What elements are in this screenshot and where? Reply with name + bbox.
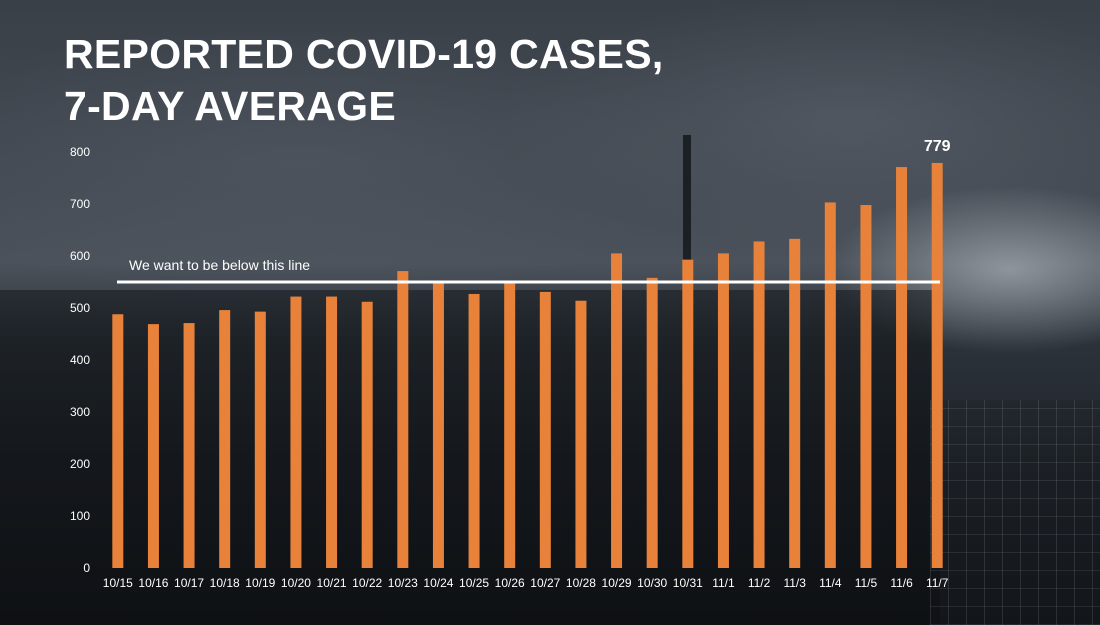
background-fence (930, 400, 1100, 625)
bar (575, 300, 587, 568)
y-tick-label: 600 (70, 249, 90, 263)
y-tick-label: 700 (70, 197, 90, 211)
x-tick-label: 10/28 (566, 576, 596, 590)
bar (539, 291, 551, 568)
bar (860, 205, 872, 569)
x-tick-label: 10/20 (281, 576, 311, 590)
chart-title: REPORTED COVID-19 CASES, 7-DAY AVERAGE (64, 28, 664, 132)
chart-title-line-1: REPORTED COVID-19 CASES, (64, 31, 664, 77)
bar (504, 282, 516, 568)
bar (824, 202, 836, 568)
x-tick-label: 11/4 (819, 576, 842, 590)
x-tick-label: 10/23 (388, 576, 418, 590)
x-tick-label: 10/24 (423, 576, 453, 590)
bar (361, 301, 373, 568)
bar (896, 167, 908, 568)
bar (611, 253, 623, 568)
x-tick-label: 10/31 (673, 576, 703, 590)
x-tick-label: 10/21 (317, 576, 347, 590)
x-tick-label: 11/6 (890, 576, 913, 590)
x-tick-label: 10/30 (637, 576, 667, 590)
bar (112, 314, 124, 568)
x-tick-label: 11/7 (926, 576, 949, 590)
x-tick-label: 10/27 (530, 576, 560, 590)
y-tick-label: 0 (83, 561, 90, 575)
bar (468, 293, 480, 568)
x-tick-label: 10/29 (602, 576, 632, 590)
x-tick-label: 10/17 (174, 576, 204, 590)
x-tick-label: 11/2 (748, 576, 771, 590)
x-tick-label: 11/1 (712, 576, 735, 590)
x-tick-label: 11/5 (855, 576, 878, 590)
y-tick-label: 300 (70, 405, 90, 419)
bar (254, 311, 266, 568)
x-tick-label: 10/18 (210, 576, 240, 590)
x-tick-label: 10/26 (495, 576, 525, 590)
bar (931, 162, 943, 569)
data-label: 779 (924, 138, 951, 155)
y-tick-label: 400 (70, 353, 90, 367)
y-tick-label: 200 (70, 457, 90, 471)
bar (183, 323, 195, 568)
x-tick-label: 10/15 (103, 576, 133, 590)
bar (219, 310, 231, 568)
bar (290, 296, 302, 568)
bar (789, 238, 801, 568)
bar (397, 271, 409, 568)
bar (432, 280, 444, 568)
y-tick-label: 500 (70, 301, 90, 315)
bar (753, 241, 765, 568)
y-tick-label: 800 (70, 145, 90, 159)
x-tick-label: 10/22 (352, 576, 382, 590)
x-tick-label: 10/25 (459, 576, 489, 590)
x-tick-label: 10/19 (245, 576, 275, 590)
background-lamp-post (683, 135, 691, 295)
chart-title-line-2: 7-DAY AVERAGE (64, 83, 396, 129)
bar (646, 277, 658, 568)
bar (717, 253, 729, 568)
x-tick-label: 10/16 (138, 576, 168, 590)
bar (147, 324, 159, 568)
bar (682, 259, 694, 568)
y-tick-label: 100 (70, 509, 90, 523)
x-tick-label: 11/3 (783, 576, 806, 590)
reference-line-label: We want to be below this line (129, 257, 310, 273)
bar (326, 296, 338, 568)
